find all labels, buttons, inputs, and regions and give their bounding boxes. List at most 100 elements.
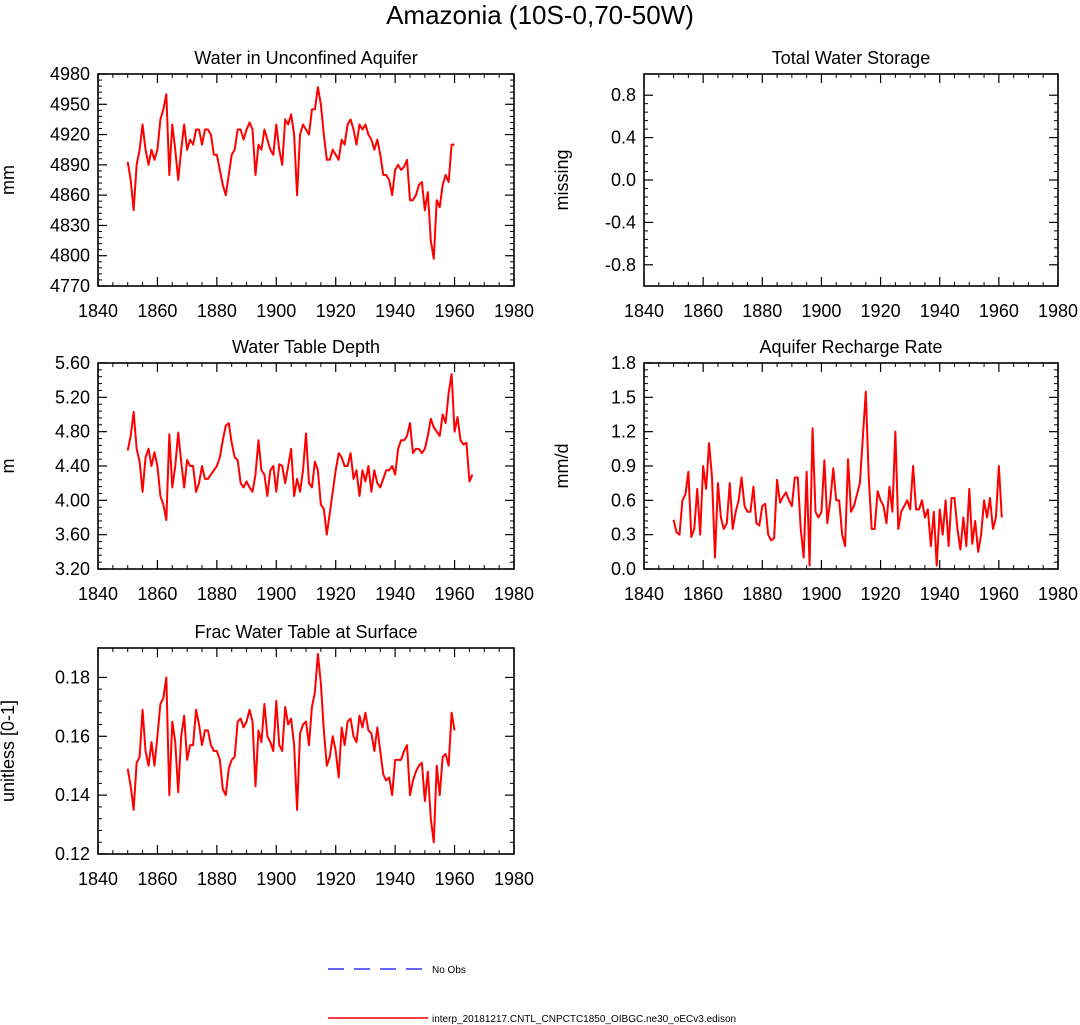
water-table-depth-ytick-label: 4.80 [55, 422, 90, 442]
frac-water-table-frame [97, 647, 515, 855]
total-water-storage-xtick-label: 1860 [683, 301, 723, 321]
total-water-storage-xtick-label: 1880 [742, 301, 782, 321]
aquifer-recharge-frame [643, 362, 1059, 570]
aquifer-recharge-title: Aquifer Recharge Rate [759, 337, 942, 357]
total-water-storage-panel: Total Water Storage 1840 1860 1880 1900 1920 1… [552, 48, 1078, 321]
water-aquifer-ytick-label: 4800 [50, 246, 90, 266]
water-table-depth-xtick-label: 1960 [435, 584, 475, 604]
frac-water-table-series-line [126, 652, 456, 844]
frac-water-table-xtick-label: 1860 [137, 869, 177, 889]
aquifer-recharge-ylabel: mm/d [552, 444, 572, 489]
water-table-depth-xtick-label: 1900 [256, 584, 296, 604]
water-table-depth-ytick-label: 4.40 [55, 456, 90, 476]
water-aquifer-series-line [126, 86, 455, 260]
legend-model-label: interp_20181217.CNTL_CNPCTC1850_OIBGC.ne… [432, 1014, 736, 1025]
frac-water-table-ytick-label: 0.16 [55, 726, 90, 746]
aquifer-recharge-ytick-label: 0.3 [611, 525, 636, 545]
aquifer-recharge-ytick-label: 0.0 [611, 559, 636, 579]
water-aquifer-xtick-label: 1940 [375, 301, 415, 321]
frac-water-table-ytick-label: 0.14 [55, 785, 90, 805]
water-table-depth-xtick-label: 1940 [375, 584, 415, 604]
water-table-depth-ytick-label: 5.20 [55, 387, 90, 407]
total-water-storage-ytick-label: 0.4 [611, 128, 636, 148]
total-water-storage-frame [643, 73, 1059, 287]
aquifer-recharge-ytick-label: 0.9 [611, 456, 636, 476]
total-water-storage-ytick-label: 0.0 [611, 170, 636, 190]
water-table-depth-ylabel: m [0, 459, 18, 474]
water-table-depth-ytick-label: 5.60 [55, 353, 90, 373]
frac-water-table-xtick-label: 1940 [375, 869, 415, 889]
water-aquifer-xtick-label: 1880 [197, 301, 237, 321]
total-water-storage-ytick-label: -0.4 [605, 212, 636, 232]
aquifer-recharge-xtick-label: 1920 [861, 584, 901, 604]
total-water-storage-xtick-label: 1920 [861, 301, 901, 321]
aquifer-recharge-xtick-label: 1940 [920, 584, 960, 604]
aquifer-recharge-ytick-label: 1.5 [611, 387, 636, 407]
frac-water-table-xtick-label: 1920 [316, 869, 356, 889]
frac-water-table-xtick-label: 1880 [197, 869, 237, 889]
aquifer-recharge-ytick-label: 1.2 [611, 422, 636, 442]
aquifer-recharge-xtick-label: 1900 [801, 584, 841, 604]
water-aquifer-ytick-label: 4830 [50, 215, 90, 235]
water-aquifer-panel: Water in Unconfined Aquifer 1840 1860 1880 1… [0, 48, 534, 321]
frac-water-table-xtick-label: 1980 [494, 869, 534, 889]
total-water-storage-xtick-label: 1960 [979, 301, 1019, 321]
water-aquifer-ytick-label: 4950 [50, 94, 90, 114]
aquifer-recharge-ytick-label: 0.6 [611, 490, 636, 510]
frac-water-table-title: Frac Water Table at Surface [194, 622, 417, 642]
water-aquifer-ytick-label: 4980 [50, 64, 90, 84]
aquifer-recharge-panel: Aquifer Recharge Rate 1840 1860 1880 1900 192… [552, 337, 1078, 604]
water-aquifer-ytick-label: 4860 [50, 185, 90, 205]
water-aquifer-xtick-label: 1860 [137, 301, 177, 321]
water-table-depth-xtick-label: 1920 [316, 584, 356, 604]
legend: No Obs interp_20181217.CNTL_CNPCTC1850_O… [328, 965, 736, 1025]
total-water-storage-title: Total Water Storage [772, 48, 930, 68]
water-table-depth-xtick-label: 1860 [137, 584, 177, 604]
water-aquifer-title: Water in Unconfined Aquifer [194, 48, 417, 68]
water-aquifer-ytick-label: 4890 [50, 155, 90, 175]
aquifer-recharge-xtick-label: 1880 [742, 584, 782, 604]
frac-water-table-ytick-label: 0.12 [55, 844, 90, 864]
aquifer-recharge-xtick-label: 1980 [1038, 584, 1078, 604]
total-water-storage-xtick-label: 1840 [624, 301, 664, 321]
frac-water-table-panel: Frac Water Table at Surface 1840 1860 1880 1… [0, 622, 534, 889]
water-table-depth-xtick-label: 1980 [494, 584, 534, 604]
total-water-storage-xtick-label: 1900 [801, 301, 841, 321]
water-table-depth-xtick-label: 1880 [197, 584, 237, 604]
water-aquifer-frame [97, 73, 515, 287]
aquifer-recharge-ytick-label: 1.8 [611, 353, 636, 373]
frac-water-table-xtick-label: 1960 [435, 869, 475, 889]
water-aquifer-ytick-label: 4920 [50, 125, 90, 145]
total-water-storage-ytick-label: 0.8 [611, 85, 636, 105]
aquifer-recharge-xtick-label: 1960 [979, 584, 1019, 604]
frac-water-table-ytick-label: 0.18 [55, 667, 90, 687]
water-table-depth-title: Water Table Depth [232, 337, 380, 357]
frac-water-table-xtick-label: 1900 [256, 869, 296, 889]
water-table-depth-ytick-label: 3.20 [55, 559, 90, 579]
total-water-storage-ytick-label: -0.8 [605, 255, 636, 275]
water-aquifer-ytick-label: 4770 [50, 276, 90, 296]
water-aquifer-xtick-label: 1920 [316, 301, 356, 321]
water-table-depth-frame [97, 362, 515, 570]
total-water-storage-xtick-label: 1980 [1038, 301, 1078, 321]
total-water-storage-ylabel: missing [552, 149, 572, 210]
water-aquifer-xtick-label: 1840 [78, 301, 118, 321]
water-aquifer-xtick-label: 1980 [494, 301, 534, 321]
water-table-depth-panel: Water Table Depth 1840 1860 1880 1900 1920 194… [0, 337, 534, 604]
water-table-depth-ytick-label: 3.60 [55, 525, 90, 545]
total-water-storage-xtick-label: 1940 [920, 301, 960, 321]
aquifer-recharge-xtick-label: 1860 [683, 584, 723, 604]
water-table-depth-series-line [126, 373, 474, 536]
water-table-depth-xtick-label: 1840 [78, 584, 118, 604]
water-aquifer-xtick-label: 1900 [256, 301, 296, 321]
water-table-depth-ytick-label: 4.00 [55, 490, 90, 510]
frac-water-table-xtick-label: 1840 [78, 869, 118, 889]
figure-title: Amazonia (10S-0,70-50W) [386, 0, 694, 30]
legend-obs-label: No Obs [432, 965, 466, 976]
aquifer-recharge-xtick-label: 1840 [624, 584, 664, 604]
aquifer-recharge-series-line [672, 390, 1003, 567]
frac-water-table-ylabel: unitless [0-1] [0, 700, 18, 802]
water-aquifer-ylabel: mm [0, 165, 18, 195]
water-aquifer-xtick-label: 1960 [435, 301, 475, 321]
